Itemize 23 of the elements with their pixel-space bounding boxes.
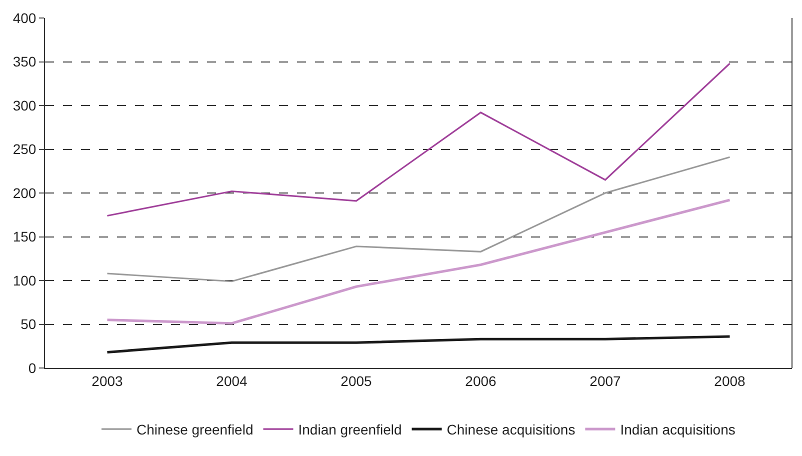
line-series bbox=[106, 335, 732, 354]
y-tick-label: 100 bbox=[12, 272, 36, 288]
y-tick-label: 200 bbox=[12, 184, 36, 201]
y-tick-label: 50 bbox=[20, 316, 36, 332]
x-tick-label: 2003 bbox=[92, 372, 124, 389]
legend-label: Indian acquisitions bbox=[620, 422, 736, 438]
x-tick-label: 2006 bbox=[465, 372, 497, 389]
y-tick-label: 150 bbox=[12, 228, 36, 245]
y-tick-label: 250 bbox=[12, 141, 36, 158]
x-tick-label: 2004 bbox=[216, 372, 248, 389]
x-tick-label: 2008 bbox=[714, 372, 746, 389]
y-tick-label: 350 bbox=[12, 54, 36, 70]
line-series bbox=[106, 156, 731, 282]
x-tick-label: 2005 bbox=[340, 372, 372, 389]
line-series bbox=[106, 62, 731, 217]
legend-label: Chinese acquisitions bbox=[446, 422, 576, 438]
legend-label: Chinese greenfield bbox=[136, 422, 254, 438]
x-tick-label: 2007 bbox=[590, 372, 622, 389]
line-series bbox=[106, 198, 732, 325]
y-tick-label: 400 bbox=[12, 10, 36, 26]
y-tick-label: 300 bbox=[12, 97, 36, 114]
y-tick-label: 0 bbox=[28, 360, 36, 376]
legend-label: Indian greenfield bbox=[298, 422, 402, 438]
